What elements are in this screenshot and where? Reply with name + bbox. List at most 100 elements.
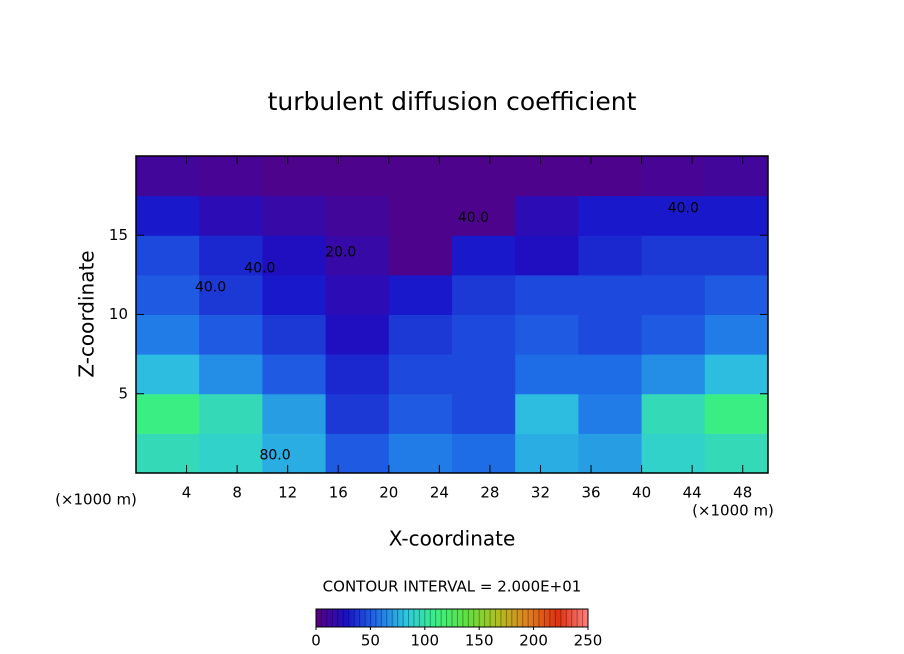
colorbar-tick-label: 250 <box>574 632 603 650</box>
field-cell <box>515 393 579 434</box>
field-cell <box>704 354 769 395</box>
field-cell <box>262 274 327 315</box>
field-cell <box>136 314 200 355</box>
field-cell <box>578 235 643 276</box>
field-cell <box>578 156 643 197</box>
field-cell <box>388 433 453 474</box>
x-tick-label: 4 <box>182 484 192 502</box>
field-cell <box>578 274 643 315</box>
field-cell <box>136 354 200 395</box>
field-cell <box>388 354 453 395</box>
field-cell <box>199 195 263 236</box>
field-cell <box>199 274 263 315</box>
field-cell <box>515 274 579 315</box>
x-tick-label: 48 <box>733 484 752 502</box>
field <box>136 156 769 474</box>
field-cell <box>515 156 579 197</box>
field-cell <box>515 235 579 276</box>
field-cell <box>199 433 263 474</box>
x-axis-label: X-coordinate <box>389 527 516 551</box>
field-cell <box>136 156 200 197</box>
x-tick-label: 40 <box>632 484 651 502</box>
field-cell <box>136 274 200 315</box>
field-cell <box>199 235 263 276</box>
x-tick-label: 44 <box>683 484 702 502</box>
field-cell <box>704 433 769 474</box>
x-unit-left: (×1000 m) <box>55 491 137 509</box>
field-cell <box>452 393 516 434</box>
contour-label: 80.0 <box>259 448 290 464</box>
field-cell <box>578 354 643 395</box>
field-cell <box>388 235 453 276</box>
x-tick-label: 8 <box>232 484 242 502</box>
field-cell <box>199 354 263 395</box>
contour-label: 40.0 <box>668 200 699 216</box>
field-cell <box>704 393 769 434</box>
x-tick-label: 12 <box>278 484 297 502</box>
field-cell <box>136 195 200 236</box>
field-cell <box>641 354 706 395</box>
colorbar-tick-label: 100 <box>410 632 439 650</box>
field-cell <box>325 314 390 355</box>
field-cell <box>578 393 643 434</box>
colorbar <box>315 608 589 628</box>
field-cell <box>136 393 200 434</box>
field-cell <box>199 393 263 434</box>
x-tick-label: 16 <box>329 484 348 502</box>
field-cell <box>262 314 327 355</box>
field-cell <box>325 393 390 434</box>
field-cell <box>388 274 453 315</box>
field-cell <box>262 156 327 197</box>
field-cell <box>262 433 327 474</box>
y-tick-label: 10 <box>109 305 128 323</box>
field-cell <box>452 195 516 236</box>
colorbar-tick-label: 150 <box>465 632 494 650</box>
field-cell <box>325 354 390 395</box>
field-cell <box>452 354 516 395</box>
field-cell <box>452 314 516 355</box>
colorbar-tick-label: 50 <box>361 632 380 650</box>
field-cell <box>388 195 453 236</box>
field-cell <box>704 156 769 197</box>
field-cell <box>452 274 516 315</box>
x-tick-label: 36 <box>581 484 600 502</box>
field-cell <box>704 274 769 315</box>
field-cell <box>199 156 263 197</box>
contour-label: 40.0 <box>195 280 226 296</box>
colorbar-tick-label: 200 <box>519 632 548 650</box>
field-cell <box>641 393 706 434</box>
x-unit-right: (×1000 m) <box>692 502 774 520</box>
field-cell <box>136 433 200 474</box>
field-cell <box>578 433 643 474</box>
field-cell <box>452 433 516 474</box>
field-cell <box>262 393 327 434</box>
field-cell <box>641 156 706 197</box>
field-cell <box>578 195 643 236</box>
field-cell <box>515 433 579 474</box>
colorbar-tick-label: 0 <box>311 632 321 650</box>
field-cell <box>199 314 263 355</box>
field-cell <box>325 235 390 276</box>
field-cell <box>704 314 769 355</box>
field-cell <box>388 314 453 355</box>
field-cell <box>452 235 516 276</box>
field-cell <box>262 195 327 236</box>
field-cell <box>452 156 516 197</box>
field-cell <box>325 274 390 315</box>
y-axis-label: Z-coordinate <box>75 250 99 377</box>
field-cell <box>325 195 390 236</box>
field-cell <box>704 235 769 276</box>
field-cell <box>325 156 390 197</box>
field-cell <box>578 314 643 355</box>
chart-title: turbulent diffusion coefficient <box>268 87 637 116</box>
y-tick-label: 15 <box>109 226 128 244</box>
contour-label: 40.0 <box>458 210 489 226</box>
contour-label: 20.0 <box>325 245 356 261</box>
field-cell <box>641 433 706 474</box>
field-cell <box>704 195 769 236</box>
field-cell <box>136 235 200 276</box>
field-cell <box>262 235 327 276</box>
field-cell <box>641 235 706 276</box>
field-cell <box>641 195 706 236</box>
